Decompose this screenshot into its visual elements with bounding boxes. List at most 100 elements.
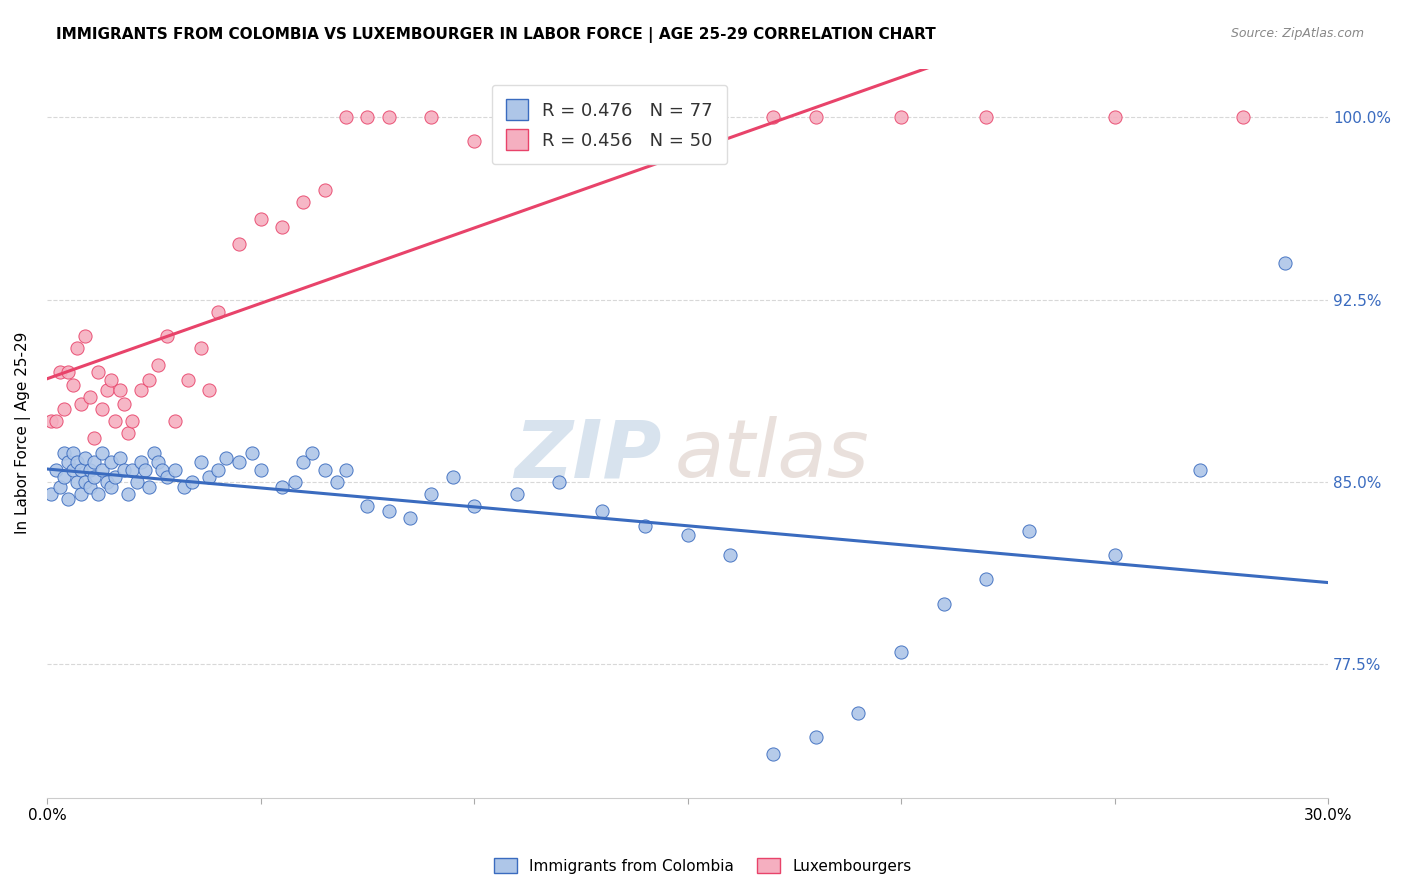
Point [762,747,785,762]
Point [96,383,118,397]
Point [79,480,101,494]
Point [58,366,80,380]
Point [356,500,378,514]
Point [138,480,160,494]
Point [335,110,357,124]
Point [314,463,336,477]
Point [75,329,97,343]
Legend: Immigrants from Colombia, Luxembourgers: Immigrants from Colombia, Luxembourgers [488,852,918,880]
Point [676,528,699,542]
Point [377,504,399,518]
Point [1104,548,1126,562]
Point [91,446,114,460]
Point [129,383,152,397]
Point [108,450,131,465]
Point [62,377,84,392]
Point [62,446,84,460]
Point [420,110,443,124]
Point [66,475,89,489]
Point [441,470,464,484]
Point [399,511,422,525]
Point [100,455,122,469]
Point [420,487,443,501]
Point [155,470,177,484]
Point [177,373,200,387]
Point [62,463,84,477]
Point [146,358,169,372]
Point [228,455,250,469]
Point [146,455,169,469]
Point [70,463,93,477]
Point [335,463,357,477]
Point [121,414,143,428]
Point [548,110,571,124]
Point [49,366,72,380]
Point [121,463,143,477]
Point [75,450,97,465]
Point [292,195,315,210]
Point [718,548,741,562]
Point [1232,110,1254,124]
Point [1018,524,1040,538]
Point [314,183,336,197]
Point [356,110,378,124]
Point [138,373,160,387]
Point [198,470,221,484]
Point [676,110,699,124]
Point [165,414,187,428]
Point [190,341,212,355]
Point [848,706,870,720]
Point [762,110,785,124]
Point [117,426,139,441]
Point [506,487,529,501]
Point [463,135,485,149]
Point [150,463,173,477]
Point [976,572,998,586]
Point [70,487,93,501]
Point [326,475,349,489]
Point [591,504,613,518]
Point [117,487,139,501]
Point [53,470,76,484]
Point [890,110,912,124]
Point [49,480,72,494]
Point [165,463,187,477]
Point [207,463,229,477]
Point [96,475,118,489]
Point [284,475,307,489]
Point [83,470,105,484]
Point [634,110,657,124]
Point [198,383,221,397]
Point [87,487,110,501]
Point [70,397,93,411]
Point [215,450,238,465]
Point [104,470,127,484]
Point [134,463,156,477]
Point [240,446,263,460]
Text: ZIP: ZIP [515,417,662,494]
Point [506,110,529,124]
Point [804,110,827,124]
Point [53,401,76,416]
Point [44,414,66,428]
Point [112,397,135,411]
Point [1274,256,1296,270]
Point [75,475,97,489]
Point [190,455,212,469]
Point [976,110,998,124]
Point [44,463,66,477]
Point [377,110,399,124]
Point [58,491,80,506]
Point [804,731,827,745]
Point [112,463,135,477]
Point [66,455,89,469]
Legend: R = 0.476   N = 77, R = 0.456   N = 50: R = 0.476 N = 77, R = 0.456 N = 50 [492,85,727,164]
Point [91,463,114,477]
Point [270,480,292,494]
Point [39,414,62,428]
Point [634,518,657,533]
Point [100,480,122,494]
Text: IMMIGRANTS FROM COLOMBIA VS LUXEMBOURGER IN LABOR FORCE | AGE 25-29 CORRELATION : IMMIGRANTS FROM COLOMBIA VS LUXEMBOURGER… [56,27,936,43]
Point [249,463,271,477]
Point [207,304,229,318]
